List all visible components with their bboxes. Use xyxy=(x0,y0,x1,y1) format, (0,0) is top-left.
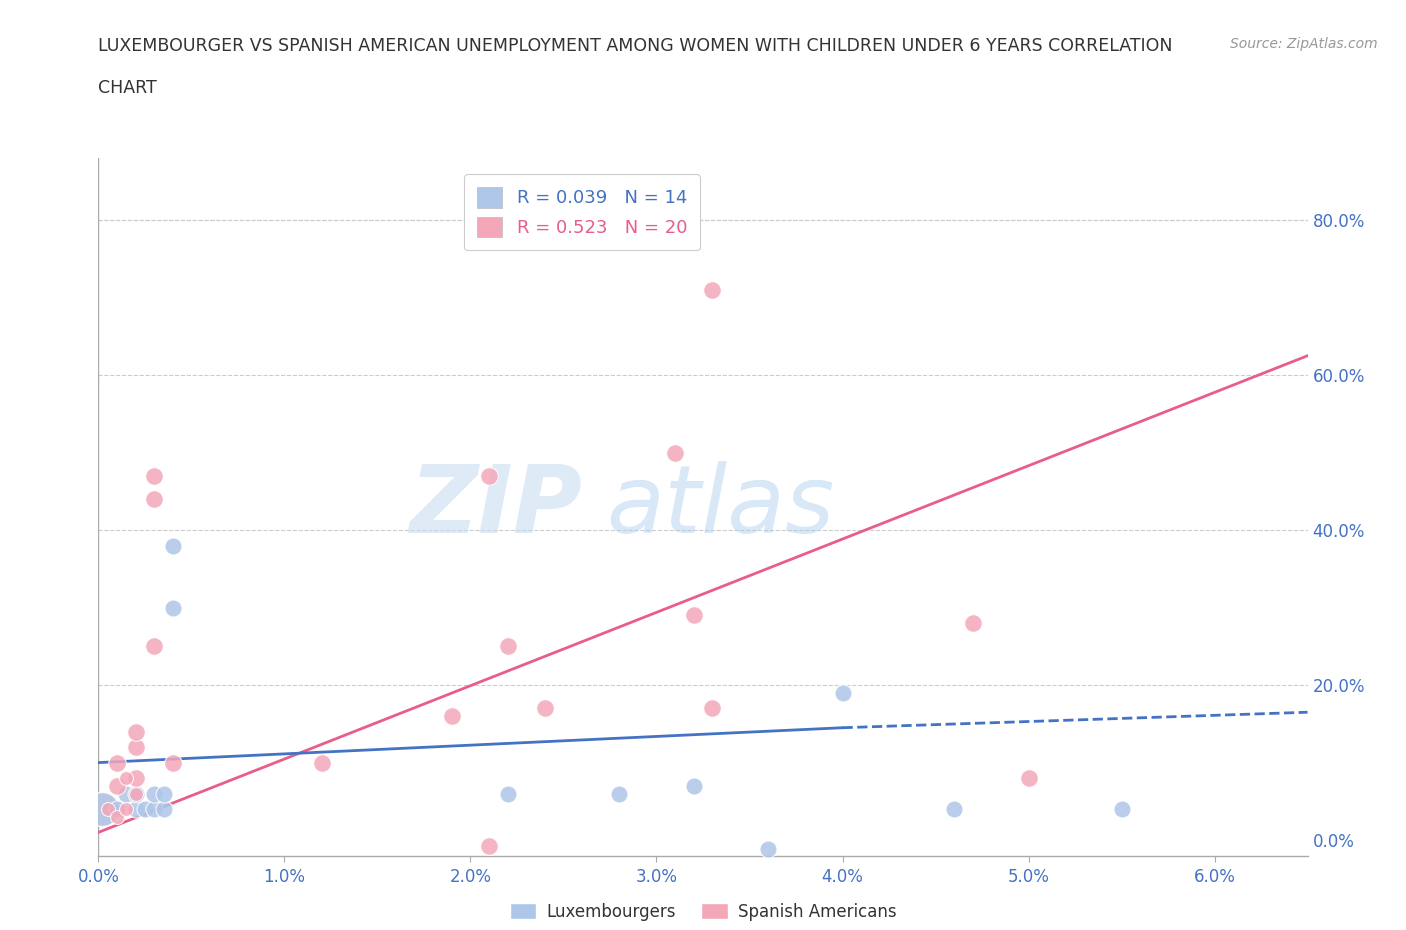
Point xyxy=(496,786,519,801)
Point xyxy=(162,755,184,770)
Point xyxy=(143,469,166,484)
Text: ZIP: ZIP xyxy=(409,461,582,552)
Point xyxy=(124,739,146,754)
Point xyxy=(143,786,166,801)
Point xyxy=(152,786,174,801)
Point xyxy=(478,469,501,484)
Point xyxy=(91,802,114,817)
Point xyxy=(124,802,146,817)
Point xyxy=(115,771,138,786)
Point xyxy=(162,600,184,615)
Point xyxy=(115,802,138,817)
Point xyxy=(143,802,166,817)
Point xyxy=(534,701,557,716)
Point xyxy=(440,709,463,724)
Point xyxy=(831,685,853,700)
Point xyxy=(702,283,724,298)
Point xyxy=(162,538,184,553)
Point xyxy=(115,786,138,801)
Text: CHART: CHART xyxy=(98,79,157,97)
Text: Source: ZipAtlas.com: Source: ZipAtlas.com xyxy=(1230,37,1378,51)
Text: atlas: atlas xyxy=(606,461,835,552)
Point xyxy=(124,724,146,739)
Point xyxy=(134,802,156,817)
Point xyxy=(682,778,704,793)
Point xyxy=(1018,771,1040,786)
Point xyxy=(702,701,724,716)
Point xyxy=(682,608,704,623)
Point xyxy=(1111,802,1133,817)
Point xyxy=(478,839,501,854)
Point xyxy=(124,786,146,801)
Point xyxy=(664,445,686,460)
Point xyxy=(124,771,146,786)
Point xyxy=(91,802,114,817)
Point xyxy=(143,492,166,507)
Legend: Luxembourgers, Spanish Americans: Luxembourgers, Spanish Americans xyxy=(503,897,903,927)
Point xyxy=(105,778,128,793)
Point xyxy=(943,802,966,817)
Point xyxy=(152,802,174,817)
Y-axis label: Unemployment Among Women with Children Under 6 years: Unemployment Among Women with Children U… xyxy=(0,287,7,726)
Point xyxy=(105,809,128,824)
Point xyxy=(496,639,519,654)
Point xyxy=(311,755,333,770)
Point xyxy=(97,802,120,817)
Point xyxy=(105,755,128,770)
Point xyxy=(607,786,630,801)
Text: LUXEMBOURGER VS SPANISH AMERICAN UNEMPLOYMENT AMONG WOMEN WITH CHILDREN UNDER 6 : LUXEMBOURGER VS SPANISH AMERICAN UNEMPLO… xyxy=(98,37,1173,55)
Point xyxy=(124,786,146,801)
Point xyxy=(105,802,128,817)
Point xyxy=(143,639,166,654)
Point xyxy=(962,616,984,631)
Point xyxy=(756,842,779,857)
